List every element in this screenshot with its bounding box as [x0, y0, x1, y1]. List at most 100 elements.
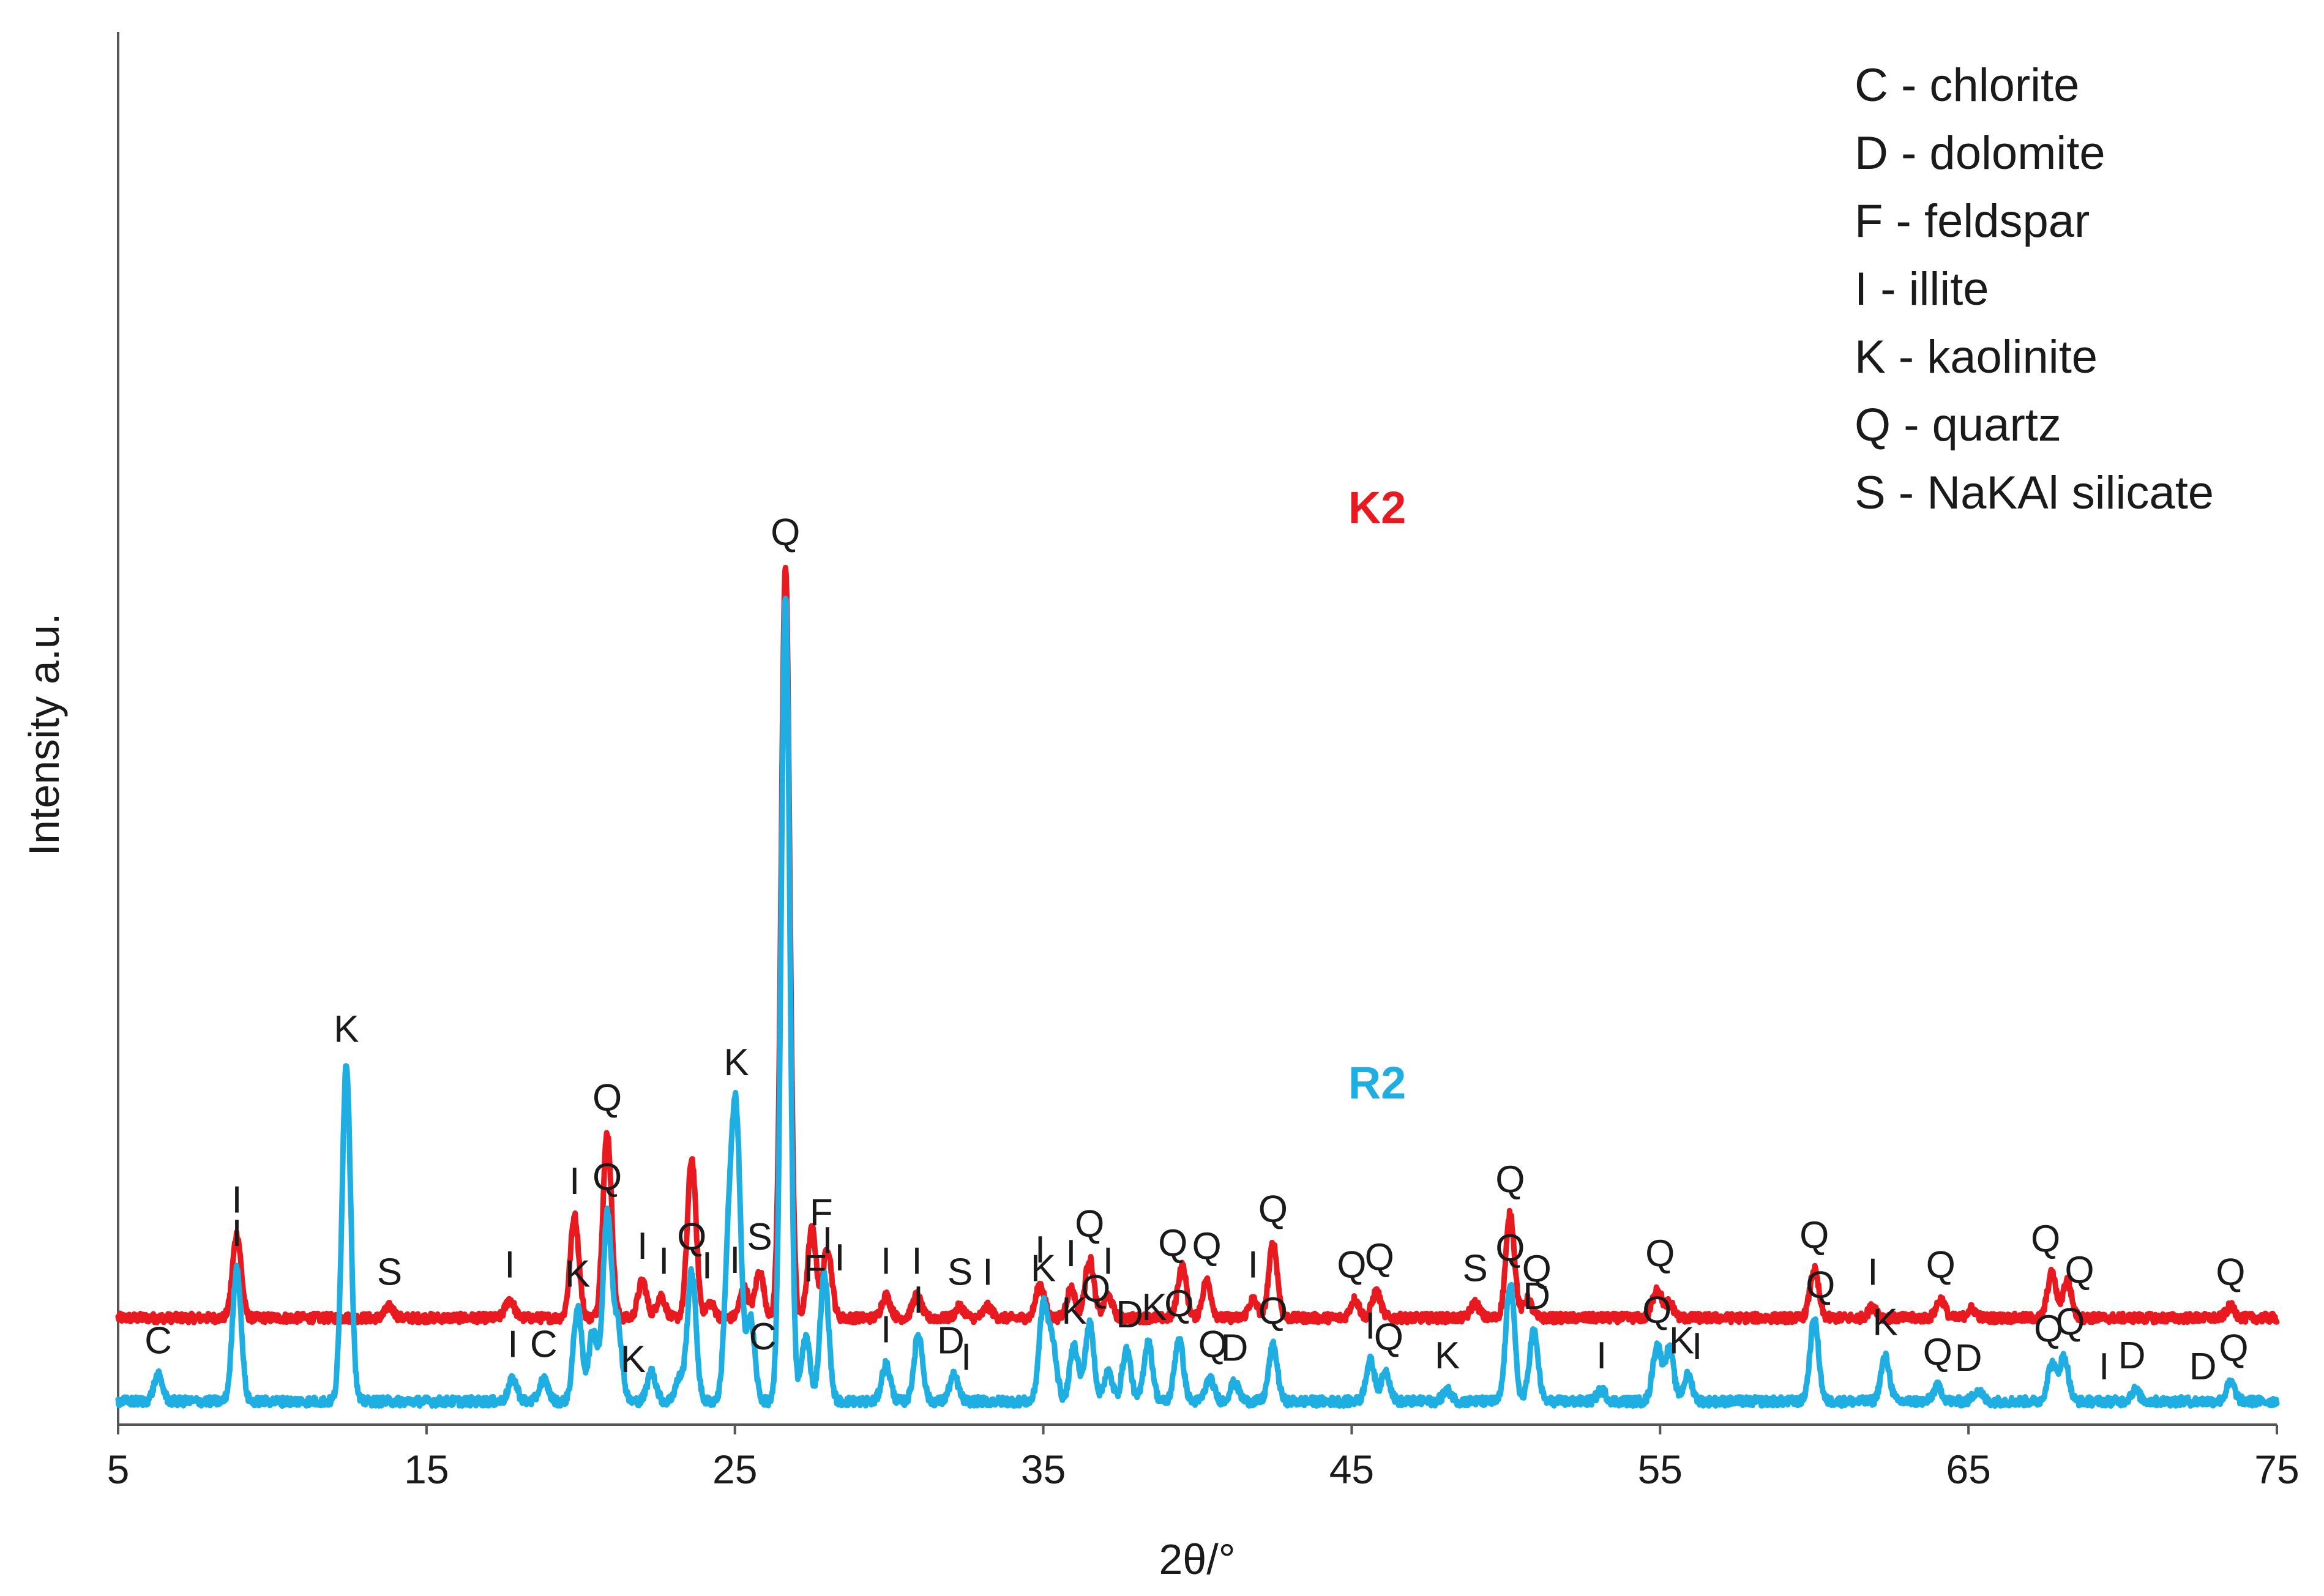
peak-label-k2-17: I [1035, 1229, 1045, 1271]
x-tick-label-5: 5 [107, 1447, 130, 1492]
peak-label-k2-11: F [810, 1191, 833, 1234]
peak-label-r2-6: Q [592, 1156, 622, 1198]
x-tick-label-15: 15 [404, 1447, 449, 1492]
peak-label-r2-41: I [2099, 1346, 2109, 1388]
peak-label-k2-18: I [1066, 1232, 1076, 1275]
peak-label-k2-8: I [730, 1239, 740, 1281]
peak-label-r2-24: D [1221, 1327, 1249, 1370]
peak-label-r2-7: K [621, 1338, 646, 1381]
peak-label-k2-13: I [881, 1240, 891, 1282]
peak-label-k2-24: Q [1258, 1188, 1288, 1230]
peak-label-k2-20: I [1103, 1240, 1113, 1282]
peak-label-k2-30: Q [1645, 1232, 1675, 1275]
peak-label-k2-2: I [504, 1244, 515, 1286]
peak-label-r2-11: F [804, 1248, 827, 1290]
peak-label-k2-7: I [702, 1245, 712, 1287]
x-axis-title: 2θ/° [1159, 1535, 1235, 1583]
peak-label-r2-2: K [334, 1009, 359, 1051]
x-axis-ticks: 5 15 25 35 45 55 65 75 [107, 1425, 2300, 1492]
peak-label-r2-4: C [530, 1324, 558, 1366]
peak-label-r2-1: I [231, 1212, 242, 1255]
peak-label-k2-10: Q [771, 512, 800, 554]
peak-label-k2-35: Q [2064, 1249, 2094, 1291]
peak-label-r2-17: K [1031, 1247, 1056, 1289]
peak-label-k2-21: Q [1158, 1222, 1187, 1264]
peak-label-r2-44: Q [2219, 1327, 2248, 1370]
legend: C - chlorite D - dolomite F - feldspar I… [1855, 59, 2214, 519]
peak-label-r2-43: D [2189, 1346, 2217, 1388]
peak-label-r2-0: C [144, 1320, 172, 1362]
peak-label-k2-19: Q [1075, 1203, 1104, 1245]
x-tick-label-45: 45 [1329, 1447, 1374, 1492]
peak-label-k2-36: Q [2216, 1251, 2245, 1294]
x-tick-label-35: 35 [1021, 1447, 1066, 1492]
peak-label-r2-29: Q [1495, 1227, 1525, 1269]
peak-label-r2-38: D [1955, 1337, 1982, 1379]
legend-entry-quartz: Q - quartz [1855, 399, 2061, 451]
peak-label-r2-12: I [822, 1220, 832, 1262]
peak-label-r2-30: D [1523, 1275, 1550, 1318]
series-name-k2: K2 [1348, 482, 1407, 533]
peak-label-k2-6: I [659, 1240, 669, 1282]
peak-label-r2-28: K [1435, 1335, 1460, 1377]
peak-label-r2-35: Q [1806, 1264, 1835, 1307]
peak-label-r2-31: I [1596, 1335, 1607, 1377]
peak-label-r2-5: K [565, 1253, 590, 1295]
peak-label-k2-22: Q [1192, 1225, 1221, 1267]
trace-r2 [115, 595, 2280, 1409]
legend-entry-kaolinite: K - kaolinite [1855, 331, 2098, 383]
peak-label-r2-42: D [2118, 1335, 2146, 1377]
peak-label-r2-21: K [1141, 1286, 1167, 1329]
series-name-r2: R2 [1348, 1057, 1407, 1108]
peak-label-k2-3: I [569, 1160, 580, 1203]
peak-label-r2-39: Q [2034, 1308, 2063, 1350]
peak-label-k2-15: S [947, 1251, 973, 1294]
trace-k2 [115, 564, 2280, 1326]
peak-label-r2-18: K [1061, 1290, 1086, 1332]
peak-label-r2-19: Q [1081, 1268, 1110, 1310]
peak-label-r2-13: I [881, 1308, 891, 1351]
legend-entry-dolomite: D - dolomite [1855, 127, 2105, 179]
y-axis-title: Intensity a.u. [20, 613, 68, 856]
legend-entry-illite: I - illite [1855, 263, 1989, 315]
peak-label-r2-37: Q [1923, 1331, 1952, 1373]
peak-label-k2-28: Q [1495, 1158, 1525, 1201]
peak-label-r2-10: C [749, 1316, 777, 1358]
peak-label-r2-22: Q [1164, 1283, 1194, 1325]
x-tick-label-55: 55 [1638, 1447, 1683, 1492]
peak-label-k2-32: I [1867, 1251, 1878, 1294]
peak-label-k2-27: S [1462, 1247, 1487, 1289]
x-tick-label-65: 65 [1946, 1447, 1990, 1492]
legend-entry-chlorite: C - chlorite [1855, 59, 2079, 111]
peak-label-k2-9: S [747, 1216, 772, 1258]
trace-layer [115, 564, 2280, 1409]
peak-label-r2-15: D [937, 1320, 965, 1362]
peak-label-r2-26: I [1365, 1305, 1375, 1347]
peak-label-r2-32: Q [1642, 1289, 1672, 1332]
peak-label-r2-23: Q [1198, 1324, 1228, 1366]
peak-label-k2-29: Q [1522, 1248, 1552, 1290]
peak-label-k2-34: Q [2031, 1218, 2060, 1260]
peak-label-k2-23: I [1248, 1244, 1258, 1286]
x-tick-label-75: 75 [2254, 1447, 2299, 1492]
peak-label-r2-33: K [1669, 1320, 1694, 1362]
peak-label-k2-4: Q [592, 1077, 622, 1119]
peak-label-r2-25: Q [1258, 1290, 1288, 1332]
peak-label-k2-0: I [231, 1179, 242, 1221]
peak-label-k2-31: Q [1799, 1214, 1829, 1256]
peak-label-k2-16: I [982, 1251, 993, 1294]
peak-label-k2-5: I [637, 1225, 648, 1267]
peak-label-r2-8: Q [677, 1215, 706, 1258]
peak-label-r2-9: K [724, 1042, 749, 1084]
peak-label-r2-20: D [1116, 1294, 1143, 1336]
peak-label-r2-27: Q [1374, 1316, 1403, 1358]
peak-label-k2-1: S [377, 1251, 402, 1294]
peak-label-k2-14: I [911, 1240, 922, 1282]
peak-label-r2-40: Q [2055, 1300, 2085, 1343]
peak-label-k2-26: Q [1365, 1236, 1394, 1278]
peak-label-r2-3: I [507, 1324, 518, 1366]
legend-entry-nakal-silicate: S - NaKAl silicate [1855, 467, 2214, 519]
